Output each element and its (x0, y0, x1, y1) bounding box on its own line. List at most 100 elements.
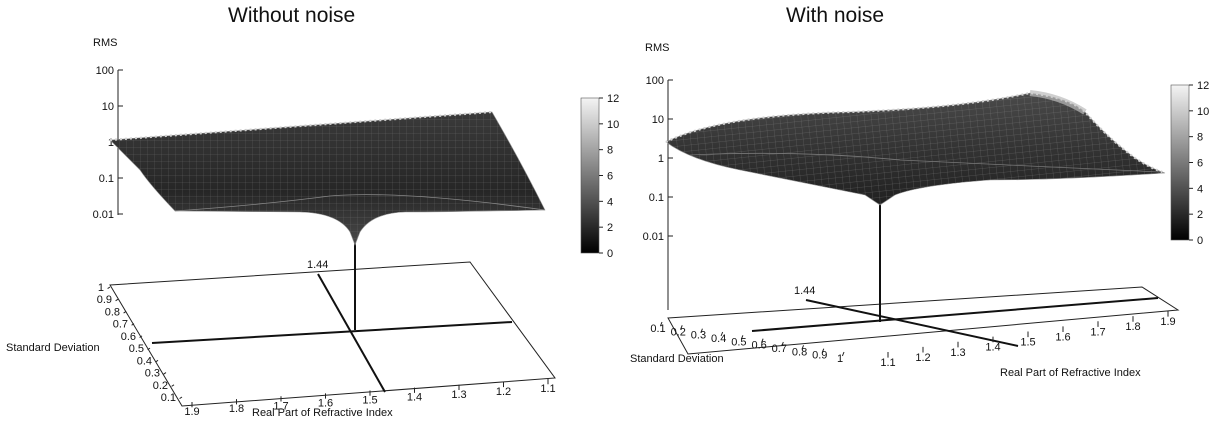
z-axis-ticks: 100 10 1 0.1 0.01 (643, 75, 673, 243)
y-tick-label: 0.5 (731, 336, 746, 348)
x-tick-label: 1.5 (362, 395, 377, 407)
colorbar-ticks: 12 10 8 6 4 2 0 (599, 93, 619, 260)
y-tick-mark (123, 311, 127, 314)
x-tick-label: 1.2 (915, 352, 930, 364)
colorbar-tick-label: 4 (1197, 183, 1203, 195)
y-axis-label: Standard Deviation (630, 353, 724, 365)
colorbar-tick-label: 6 (607, 171, 613, 183)
x-tick-label: 1.4 (407, 392, 422, 404)
y-tick-mark (171, 384, 175, 387)
y-tick-mark (155, 359, 159, 363)
z-tick-label: 100 (646, 75, 664, 87)
y-tick-mark (107, 286, 111, 290)
y-tick-label: 0.9 (97, 294, 112, 306)
y-tick-mark (139, 335, 143, 338)
y-tick-label: 0.9 (812, 350, 827, 362)
x-tick-label: 1.6 (318, 397, 333, 409)
y-tick-label: 1 (98, 282, 104, 294)
colorbar-tick-label: 10 (1197, 106, 1209, 118)
y-tick-mark (761, 338, 764, 343)
surface-edge-ticks (109, 110, 493, 142)
x-tick-label: 1.1 (880, 357, 895, 369)
y-tick-label: 0.3 (145, 368, 160, 380)
x-tick-label: 1.7 (1090, 326, 1105, 338)
y-tick-label: 0.4 (137, 355, 152, 367)
y-tick-mark (841, 351, 845, 357)
min-x-line (805, 299, 1019, 347)
z-tick-label: 0.1 (99, 173, 114, 185)
y-tick-mark (740, 335, 744, 340)
y-tick-label: 0.6 (751, 340, 766, 352)
y-axis-ticks: 0.1 0.2 0.3 0.4 0.5 0.6 0.7 0.8 0.9 1 (650, 321, 845, 365)
base-plane (667, 286, 1180, 355)
y-tick-label: 1 (837, 353, 843, 365)
colorbar-tick-label: 2 (1197, 209, 1203, 221)
min-y-line (751, 297, 1159, 332)
z-tick-label: 0.01 (93, 209, 114, 221)
y-tick-mark (147, 347, 151, 351)
z-tick-label: 10 (102, 101, 114, 113)
z-tick-label: 0.1 (649, 192, 664, 204)
y-tick-label: 0.1 (161, 392, 176, 404)
y-tick-mark (720, 331, 724, 337)
y-tick-label: 0.5 (129, 343, 144, 355)
x-tick-label: 1.3 (451, 389, 466, 401)
y-tick-mark (821, 348, 825, 353)
y-tick-label: 0.8 (105, 306, 120, 318)
marker-label: 1.44 (307, 259, 328, 271)
colorbar-tick-label: 0 (607, 248, 613, 260)
y-tick-label: 0.4 (711, 333, 726, 345)
x-axis-label: Real Part of Refractive Index (252, 407, 393, 419)
y-tick-mark (163, 372, 167, 375)
colorbar-ticks: 12 10 8 6 4 2 0 (1189, 80, 1209, 247)
colorbar-tick-label: 8 (607, 145, 613, 157)
x-tick-label: 1.1 (540, 383, 555, 395)
y-tick-label: 0.2 (671, 326, 686, 338)
y-tick-mark (700, 328, 703, 333)
x-tick-label: 1.4 (985, 342, 1000, 354)
colorbar-tick-label: 0 (1197, 235, 1203, 247)
colorbar-tick-label: 10 (607, 119, 619, 131)
surface-mesh (110, 112, 545, 245)
colorbar-tick-label: 6 (1197, 158, 1203, 170)
x-tick-label: 1.9 (184, 406, 199, 418)
y-axis-label: Standard Deviation (6, 342, 100, 354)
z-tick-label: 0.01 (643, 231, 664, 243)
x-tick-label: 1.7 (273, 400, 288, 412)
y-tick-mark (781, 341, 784, 347)
y-tick-label: 0.7 (772, 343, 787, 355)
surface-mesh (666, 93, 1165, 205)
chart-title-with-noise: With noise (786, 4, 885, 27)
colorbar-tick-label: 8 (1197, 132, 1203, 144)
x-axis-ticks: 1.9 1.8 1.7 1.6 1.5 1.4 1.3 1.2 1.1 (184, 379, 556, 418)
base-plane (109, 261, 556, 407)
y-tick-mark (115, 298, 119, 302)
chart-title-without-noise: Without noise (228, 4, 356, 27)
min-x-line (317, 273, 386, 393)
y-tick-label: 0.7 (113, 319, 128, 331)
y-tick-mark (801, 345, 805, 350)
surface-highlight (1029, 90, 1087, 115)
z-tick-label: 100 (96, 65, 114, 77)
x-tick-label: 1.9 (1160, 316, 1175, 328)
z-axis-label: RMS (93, 37, 117, 49)
y-tick-label: 0.2 (153, 380, 168, 392)
y-tick-label: 0.3 (691, 330, 706, 342)
min-y-line (151, 321, 513, 344)
y-tick-mark (659, 321, 663, 327)
x-tick-label: 1.8 (1125, 321, 1140, 333)
surface-ridge (689, 152, 1161, 173)
z-tick-label: 1 (658, 153, 664, 165)
y-tick-label: 0.1 (650, 323, 665, 335)
x-tick-label: 1.6 (1055, 331, 1070, 343)
y-tick-mark (131, 323, 135, 326)
x-tick-label: 1.2 (496, 386, 511, 398)
surface-ridge (174, 194, 546, 212)
y-tick-mark (179, 396, 183, 400)
x-axis-label: Real Part of Refractive Index (1000, 367, 1141, 379)
z-tick-label: 1 (108, 137, 114, 149)
colorbar (580, 97, 600, 254)
colorbar-tick-label: 12 (1197, 80, 1209, 92)
